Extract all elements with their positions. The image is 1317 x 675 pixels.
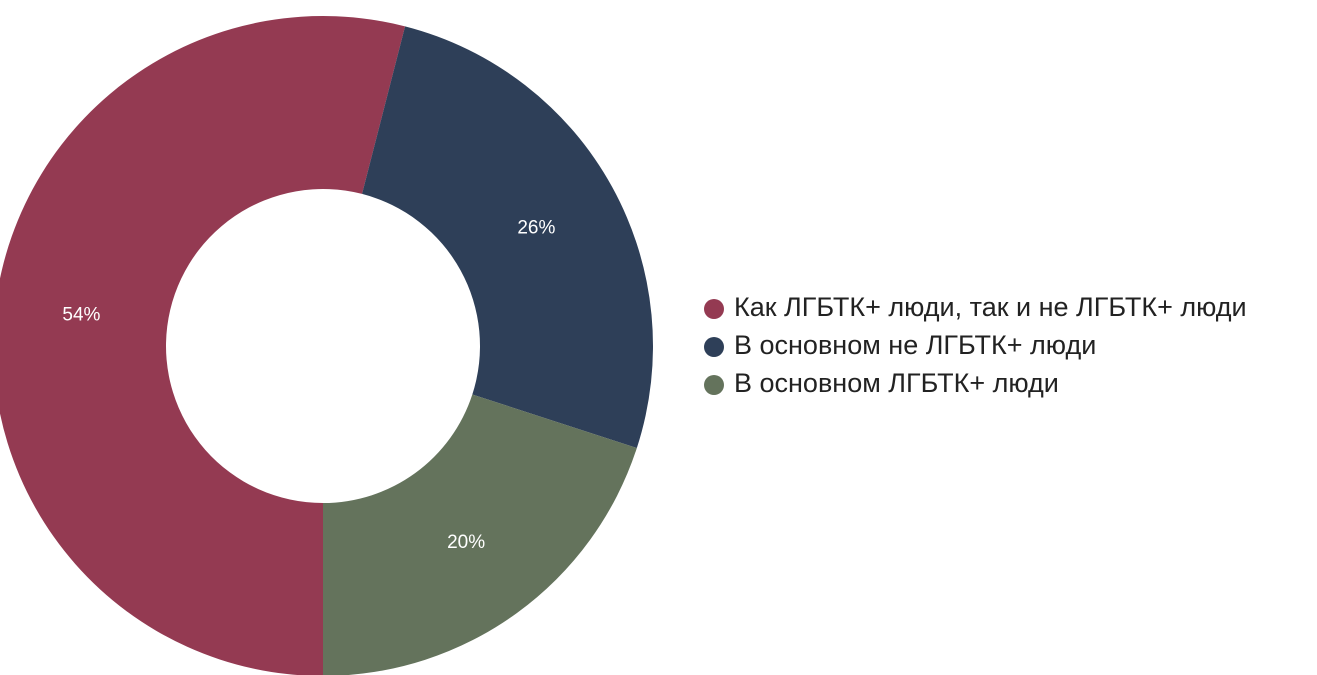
value-label: 20%: [447, 532, 485, 553]
legend-label: В основном не ЛГБТК+ люди: [734, 330, 1096, 360]
legend-label: В основном ЛГБТК+ люди: [734, 368, 1059, 398]
donut-slice: [323, 394, 637, 675]
value-label: 54%: [62, 304, 100, 325]
legend-swatch: [704, 299, 724, 319]
donut-slice: [362, 26, 653, 448]
legend-label: Как ЛГБТК+ люди, так и не ЛГБТК+ люди: [734, 292, 1247, 322]
value-label: 26%: [517, 218, 555, 239]
legend-swatch: [704, 337, 724, 357]
legend-swatch: [704, 375, 724, 395]
donut-slice: [0, 16, 406, 675]
